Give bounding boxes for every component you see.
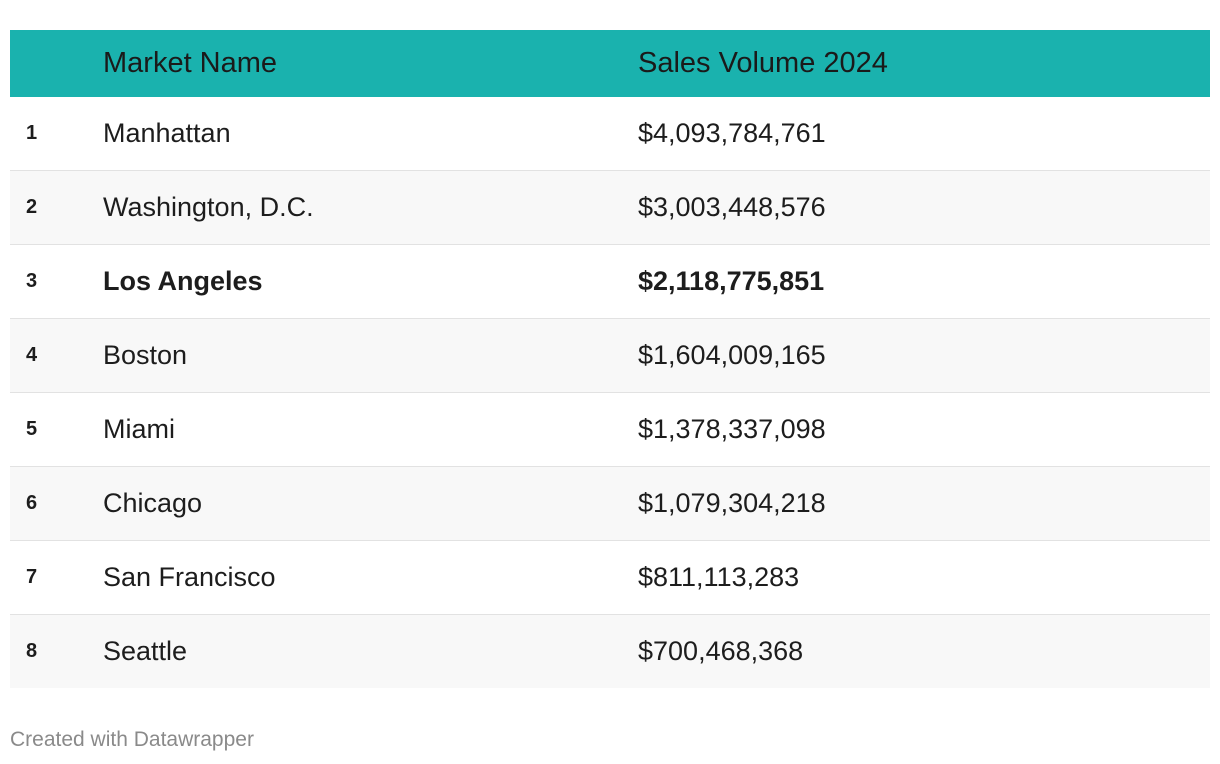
header-sales-volume: Sales Volume 2024 [638, 47, 888, 79]
market-cell: Chicago [103, 488, 203, 518]
rank-cell: 4 [26, 344, 38, 366]
table-row: 3 Los Angeles $2,118,775,851 [10, 245, 1210, 319]
table-row: 2 Washington, D.C. $3,003,448,576 [10, 171, 1210, 245]
market-cell: Boston [103, 340, 188, 370]
volume-cell: $811,113,283 [638, 562, 800, 592]
table-row: 7 San Francisco $811,113,283 [10, 541, 1210, 615]
volume-cell: $4,093,784,761 [638, 118, 826, 148]
market-cell: Los Angeles [103, 266, 263, 296]
market-cell: Seattle [103, 636, 188, 666]
market-cell: Washington, D.C. [103, 192, 314, 222]
sales-volume-table: Market Name Sales Volume 2024 1 Manhatta… [10, 30, 1210, 688]
market-cell: Manhattan [103, 118, 231, 148]
volume-cell: $2,118,775,851 [638, 266, 825, 296]
volume-cell: $1,378,337,098 [638, 414, 826, 444]
market-cell: Miami [103, 414, 175, 444]
rank-cell: 3 [26, 270, 38, 292]
volume-cell: $700,468,368 [638, 636, 804, 666]
rank-cell: 2 [26, 196, 38, 218]
rank-cell: 5 [26, 418, 38, 440]
volume-cell: $3,003,448,576 [638, 192, 826, 222]
table-row: 1 Manhattan $4,093,784,761 [10, 97, 1210, 171]
volume-cell: $1,604,009,165 [638, 340, 826, 370]
table-row: 6 Chicago $1,079,304,218 [10, 467, 1210, 541]
datawrapper-credit[interactable]: Created with Datawrapper [10, 728, 254, 751]
header-market-name: Market Name [103, 47, 278, 79]
table-row: 5 Miami $1,378,337,098 [10, 393, 1210, 467]
market-cell: San Francisco [103, 562, 276, 592]
rank-cell: 7 [26, 566, 38, 588]
table-row: 4 Boston $1,604,009,165 [10, 319, 1210, 393]
table-header: Market Name Sales Volume 2024 [10, 30, 1210, 97]
rank-cell: 8 [26, 640, 38, 662]
table-row: 8 Seattle $700,468,368 [10, 615, 1210, 688]
rank-cell: 6 [26, 492, 38, 514]
volume-cell: $1,079,304,218 [638, 488, 826, 518]
rank-cell: 1 [26, 122, 38, 144]
